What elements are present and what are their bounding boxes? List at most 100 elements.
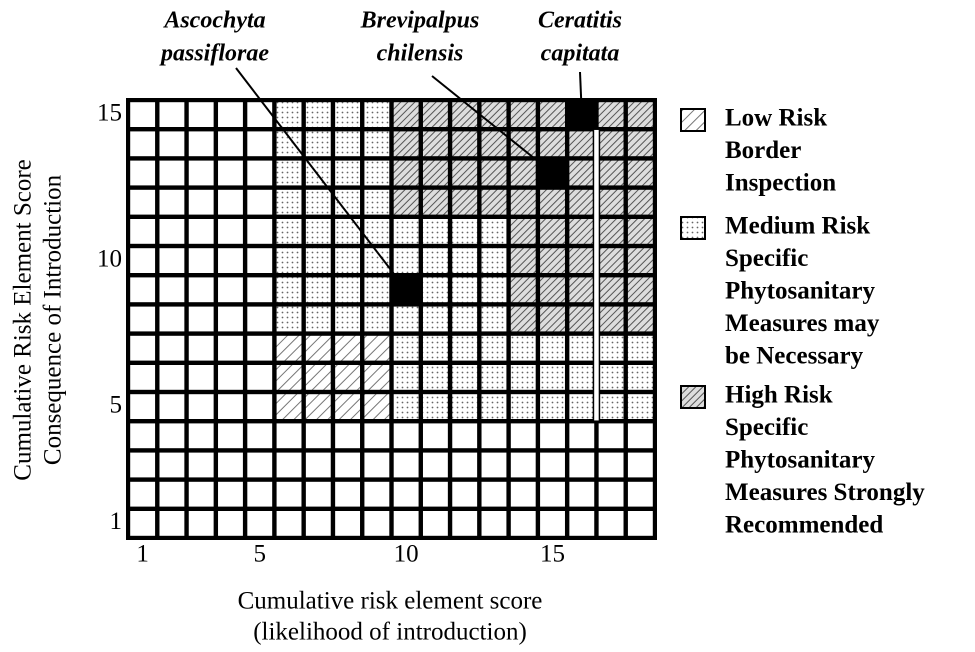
grid-cell xyxy=(159,511,185,536)
grid-cell xyxy=(247,423,273,449)
grid-cell xyxy=(305,394,331,419)
grid-cell xyxy=(481,452,507,478)
grid-cell xyxy=(627,131,653,157)
grid-cell xyxy=(305,131,331,157)
grid-cell xyxy=(627,219,653,244)
grid-cell xyxy=(393,102,419,127)
grid-cell xyxy=(510,394,536,419)
grid-cell xyxy=(188,102,214,127)
grid-cell xyxy=(452,423,478,449)
grid-cell xyxy=(276,219,302,244)
grid-cell xyxy=(218,481,243,507)
grid-cell xyxy=(188,481,214,507)
grid-cell xyxy=(188,306,214,332)
grid-cell xyxy=(569,219,595,244)
grid-cell xyxy=(188,277,214,303)
legend-swatch xyxy=(680,108,706,132)
grid-cell xyxy=(540,248,565,273)
grid-cell xyxy=(452,365,478,390)
grid-cell xyxy=(335,365,361,390)
grid-cell xyxy=(481,189,507,215)
grid-cell xyxy=(510,189,536,215)
grid-cell xyxy=(188,335,214,361)
grid-cell xyxy=(276,394,302,419)
grid-cell xyxy=(627,189,653,215)
grid-cell xyxy=(218,511,243,536)
legend-text: Border xyxy=(725,137,801,164)
grid-cell xyxy=(276,248,302,273)
grid-cell xyxy=(627,335,653,361)
grid-cell xyxy=(540,277,565,303)
grid-cell xyxy=(276,131,302,157)
grid-cell xyxy=(452,481,478,507)
grid-cell xyxy=(393,423,419,449)
grid-cell xyxy=(188,219,214,244)
grid-cell xyxy=(335,511,361,536)
grid-cell xyxy=(247,277,273,303)
species-label: Brevipalpus xyxy=(360,8,480,34)
grid-frame xyxy=(126,98,657,540)
y-tick-label: 1 xyxy=(110,508,123,535)
grid-cell xyxy=(130,102,156,127)
grid-cell xyxy=(422,160,448,186)
grid-cell xyxy=(130,189,156,215)
grid-cell xyxy=(540,306,565,332)
species-label: chilensis xyxy=(377,41,464,67)
grid-cell xyxy=(305,277,331,303)
grid-cell xyxy=(510,131,536,157)
grid-cell xyxy=(598,511,624,536)
grid-cell xyxy=(159,306,185,332)
grid-cell xyxy=(218,102,243,127)
grid-cell xyxy=(510,219,536,244)
grid-cell xyxy=(510,511,536,536)
grid-cell xyxy=(188,131,214,157)
grid-cell xyxy=(364,102,390,127)
legend-text: Measures Strongly xyxy=(725,479,925,506)
grid-cell xyxy=(540,452,565,478)
grid-cell xyxy=(247,481,273,507)
grid-cell xyxy=(452,306,478,332)
grid-cell xyxy=(188,160,214,186)
y-axis-label: Consequence of Introduction xyxy=(40,174,67,465)
legend-swatch xyxy=(680,385,706,409)
grid-cell xyxy=(247,219,273,244)
grid-cell xyxy=(452,160,478,186)
grid-cell xyxy=(247,131,273,157)
grid-cell xyxy=(247,306,273,332)
grid-cell xyxy=(247,452,273,478)
grid-cell xyxy=(393,160,419,186)
legend-text: Specific xyxy=(725,414,808,441)
grid-cell xyxy=(393,511,419,536)
grid-cell xyxy=(393,306,419,332)
grid-cell xyxy=(569,423,595,449)
grid-cell xyxy=(159,394,185,419)
grid-cell xyxy=(393,335,419,361)
legend-swatch xyxy=(680,216,706,240)
grid-cell xyxy=(130,219,156,244)
grid-cell xyxy=(130,160,156,186)
grid-cell xyxy=(422,335,448,361)
grid-cell xyxy=(364,423,390,449)
grid-cell xyxy=(510,248,536,273)
grid-cell xyxy=(598,452,624,478)
grid-cell xyxy=(627,365,653,390)
grid-cell xyxy=(598,219,624,244)
grid-cell xyxy=(305,219,331,244)
grid-cell xyxy=(627,248,653,273)
grid-cell xyxy=(540,335,565,361)
grid-cell xyxy=(627,306,653,332)
grid-cell xyxy=(422,394,448,419)
grid-cell xyxy=(627,481,653,507)
grid-cell xyxy=(247,511,273,536)
grid-cell xyxy=(452,219,478,244)
grid-cell xyxy=(247,365,273,390)
grid-cell xyxy=(364,452,390,478)
grid-cell xyxy=(247,160,273,186)
grid-cell xyxy=(481,277,507,303)
grid-cell xyxy=(510,102,536,127)
grid-cell xyxy=(305,189,331,215)
grid-cell xyxy=(130,365,156,390)
grid-cell xyxy=(569,481,595,507)
grid-cell xyxy=(130,511,156,536)
